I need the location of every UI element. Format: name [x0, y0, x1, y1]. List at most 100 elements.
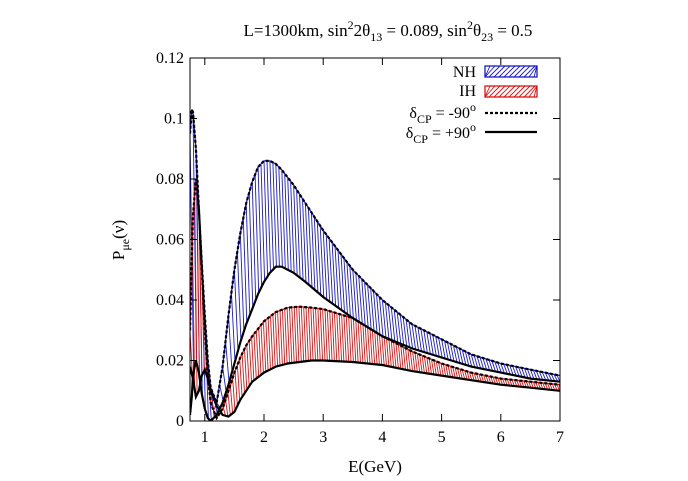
nh-hatch-line: [438, 337, 443, 358]
ih-hatch-line: [369, 328, 373, 365]
ih-hatch-line: [298, 306, 302, 362]
nh-hatch-line: [328, 238, 334, 304]
nh-hatch-line: [349, 265, 354, 319]
nh-hatch-line: [230, 292, 236, 362]
axis-ticks: 1 2 3 4 5 6 7 0 0.02 0.04 0.06 0.08 0.1 0.12: [156, 50, 564, 446]
ih-hatch-line: [293, 307, 298, 363]
nh-hatch-line: [236, 251, 242, 341]
ih-hatch-line: [386, 338, 390, 367]
ih-hatch-line: [289, 307, 293, 364]
ih-hatch-line: [338, 313, 343, 362]
ih-hatch-line: [341, 314, 345, 362]
ih-hatch-line: [300, 306, 305, 362]
nh-hatch-line: [506, 364, 511, 375]
nh-hatch-line: [293, 184, 298, 276]
nh-hatch-line: [228, 315, 233, 373]
nh-hatch-line: [467, 352, 473, 367]
ih-hatch-line: [438, 362, 442, 376]
y-tick-label: 0.08: [156, 171, 184, 188]
nh-hatch-line: [447, 342, 452, 361]
ih-hatch-line: [357, 321, 361, 363]
nh-hatch-line: [512, 365, 517, 376]
ih-hatch-line: [262, 321, 267, 372]
legend-swatch-hatch: [528, 65, 538, 78]
x-tick-label: 7: [556, 429, 564, 446]
legend-swatch-hatch: [503, 85, 516, 98]
ih-hatch-line: [407, 349, 411, 371]
ih-hatch-line: [244, 348, 248, 390]
ih-hatch-line: [303, 306, 307, 362]
legend-swatch-hatch: [518, 65, 531, 78]
ih-hatch-line: [374, 331, 378, 365]
ih-hatch-line: [371, 330, 376, 365]
x-tick-label: 2: [260, 429, 268, 446]
nh-hatch-line: [373, 290, 378, 334]
legend-label-dcp-minus90: δCP = -90o: [409, 100, 476, 126]
x-tick-label: 1: [201, 429, 209, 446]
ih-hatch-line: [232, 377, 236, 411]
nh-hatch-line: [310, 212, 316, 290]
x-tick-label: 4: [378, 429, 386, 446]
x-tick-label: 6: [497, 429, 505, 446]
legend-swatch-hatch: [484, 85, 496, 98]
ih-hatch-line: [412, 351, 416, 372]
ih-hatch-line: [286, 307, 290, 364]
ih-hatch-line: [222, 406, 226, 416]
nh-hatch-line: [402, 316, 408, 347]
ih-hatch-line: [400, 345, 404, 370]
ih-hatch-line: [409, 350, 414, 372]
nh-hatch-line: [233, 269, 239, 351]
ih-hatch-line: [405, 348, 409, 371]
legend-swatch-hatch: [523, 65, 536, 78]
legend-swatch-hatch: [484, 65, 496, 78]
ih-hatch-line: [457, 368, 461, 379]
ih-hatch-line: [248, 340, 253, 383]
nh-hatch-line: [420, 328, 425, 353]
y-tick-label: 0.04: [156, 292, 184, 309]
x-tick-label: 3: [319, 429, 327, 446]
nh-hatch-line: [340, 253, 345, 313]
nh-hatch-line: [417, 327, 422, 352]
nh-hatch-line: [337, 250, 343, 311]
nh-hatch-line: [254, 174, 260, 293]
nh-hatch-line: [281, 169, 286, 269]
ih-hatch-line: [397, 344, 402, 369]
nh-hatch-line: [541, 371, 547, 381]
ih-hatch-line: [360, 322, 364, 364]
legend-swatch-hatch: [523, 85, 536, 98]
ih-hatch-line: [258, 327, 262, 375]
x-axis-label: E(GeV): [348, 457, 402, 476]
nh-hatch-line: [452, 345, 458, 363]
nh-hatch-line: [529, 369, 535, 380]
ih-hatch-line: [450, 366, 454, 378]
ih-hatch-line: [333, 312, 338, 362]
nh-hatch-line: [432, 334, 437, 356]
nh-hatch-line: [423, 330, 428, 354]
ih-hatch-line: [336, 313, 340, 362]
ih-hatch-line: [464, 370, 468, 380]
ih-hatch-line: [378, 334, 383, 366]
dcp-plus90-curve-ih: [190, 359, 560, 418]
nh-hatch-line: [245, 203, 251, 316]
legend-swatch-hatch: [518, 85, 531, 98]
nh-hatch-line: [387, 304, 393, 341]
ih-hatch-line: [350, 317, 354, 363]
ih-hatch-line: [326, 310, 331, 361]
y-tick-label: 0: [176, 413, 184, 430]
y-tick-label: 0.1: [164, 111, 184, 128]
legend-swatch-hatch: [533, 65, 538, 78]
nh-hatch-line: [248, 192, 254, 308]
ih-hatch-line: [355, 319, 359, 363]
legend-swatch-ih: [484, 85, 538, 98]
nh-hatch-line: [476, 356, 482, 369]
ih-hatch-line: [390, 340, 395, 368]
nh-hatch-line: [222, 366, 227, 393]
y-axis-label: Pμe(ν): [109, 220, 132, 260]
ih-hatch-line: [227, 392, 231, 416]
ih-hatch-line: [440, 363, 444, 376]
nh-hatch-line: [518, 367, 523, 378]
ih-hatch-line: [196, 191, 200, 388]
nh-hatch-line: [307, 207, 313, 288]
nh-hatch-line: [538, 371, 544, 381]
nh-hatch-line: [497, 362, 502, 373]
